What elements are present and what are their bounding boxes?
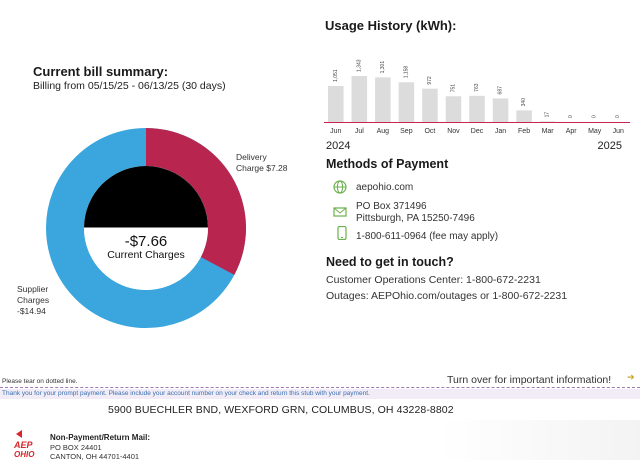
methods-of-payment-title: Methods of Payment bbox=[326, 157, 449, 171]
customer-operations-phone: Customer Operations Center: 1-800-672-22… bbox=[326, 274, 541, 286]
usage-month-label-9: Mar bbox=[542, 128, 555, 135]
usage-value-label-9: 17 bbox=[545, 112, 551, 118]
logo-text-ohio: OHIO bbox=[14, 450, 35, 459]
mail-icon bbox=[333, 207, 347, 217]
return-mail-city: CANTON, OH 44701-4401 bbox=[50, 452, 140, 460]
usage-month-label-12: Jun bbox=[613, 128, 624, 135]
usage-year-end: 2025 bbox=[598, 140, 622, 152]
usage-month-label-7: Jan bbox=[495, 128, 506, 135]
usage-month-label-8: Feb bbox=[518, 128, 530, 135]
usage-bar-7 bbox=[492, 98, 509, 122]
outages-contact: Outages: AEPOhio.com/outages or 1-800-67… bbox=[326, 290, 568, 302]
payment-website-link[interactable]: aepohio.com bbox=[356, 182, 414, 193]
bill-summary-title: Current bill summary: bbox=[33, 64, 169, 79]
usage-month-label-4: Oct bbox=[424, 128, 435, 135]
thanks-message: Thank you for your prompt payment. Pleas… bbox=[2, 390, 370, 397]
current-charges-amount: -$7.66 bbox=[125, 233, 168, 250]
bottom-shade bbox=[440, 420, 640, 460]
usage-value-label-5: 751 bbox=[450, 84, 456, 93]
usage-value-label-12: 0 bbox=[615, 115, 621, 118]
supplier-label-line3: -$14.94 bbox=[17, 306, 46, 316]
usage-bar-0 bbox=[328, 85, 344, 122]
delivery-charge-label: Delivery Charge $7.28 bbox=[236, 152, 288, 174]
usage-bar-3 bbox=[398, 82, 415, 122]
usage-history-title: Usage History (kWh): bbox=[325, 18, 457, 33]
delivery-charge-slice bbox=[146, 128, 246, 275]
turn-over-note: Turn over for important information! bbox=[447, 374, 612, 386]
usage-bar-8 bbox=[516, 110, 532, 122]
usage-bar-9 bbox=[539, 121, 556, 122]
usage-history-chart: 1,051 Jun 1,343 Jul 1,301 Aug 1,158 Sep 972 Oct 75… bbox=[324, 59, 630, 152]
charges-donut-chart: -$7.66 Current Charges bbox=[46, 128, 246, 328]
billing-period: Billing from 05/15/25 - 06/13/25 (30 day… bbox=[33, 80, 226, 92]
usage-value-label-10: 0 bbox=[568, 115, 574, 118]
logo-text-aep: AEP bbox=[13, 440, 34, 450]
usage-month-label-6: Dec bbox=[471, 128, 484, 135]
supplier-label-line1: Supplier bbox=[17, 284, 49, 294]
tear-dotted-line bbox=[0, 387, 640, 388]
usage-value-label-2: 1,301 bbox=[380, 61, 386, 74]
delivery-label-line1: Delivery bbox=[236, 152, 267, 162]
thanks-band bbox=[0, 389, 640, 399]
usage-value-label-8: 340 bbox=[521, 98, 527, 107]
usage-bar-5 bbox=[445, 96, 462, 122]
usage-value-label-11: 0 bbox=[592, 115, 598, 118]
usage-month-label-1: Jul bbox=[355, 128, 364, 135]
payment-po-box: PO Box 371496 bbox=[356, 201, 427, 212]
usage-bar-2 bbox=[375, 77, 391, 122]
contact-title: Need to get in touch? bbox=[326, 255, 454, 269]
usage-bar-1 bbox=[351, 75, 368, 122]
usage-value-label-1: 1,343 bbox=[356, 59, 362, 72]
phone-icon bbox=[337, 226, 347, 240]
return-mail-po-box: PO BOX 24401 bbox=[50, 443, 102, 452]
turn-over-arrow-icon: ➔ bbox=[627, 372, 635, 382]
current-charges-label: Current Charges bbox=[107, 249, 185, 261]
usage-month-label-5: Nov bbox=[447, 128, 460, 135]
supplier-charges-label: Supplier Charges -$14.94 bbox=[17, 284, 49, 317]
delivery-label-line2: Charge $7.28 bbox=[236, 163, 288, 173]
supplier-label-line2: Charges bbox=[17, 295, 50, 305]
usage-value-label-4: 972 bbox=[427, 76, 433, 85]
current-charges-top-half bbox=[84, 166, 208, 228]
payment-phone[interactable]: 1-800-611-0964 (fee may apply) bbox=[356, 231, 499, 242]
globe-icon bbox=[333, 180, 347, 194]
usage-value-label-3: 1,158 bbox=[403, 66, 409, 79]
usage-month-label-0: Jun bbox=[330, 128, 341, 135]
usage-month-label-3: Sep bbox=[400, 128, 413, 135]
aep-ohio-logo: AEP OHIO bbox=[13, 430, 35, 459]
service-address: 5900 BUECHLER BND, WEXFORD GRN, COLUMBUS… bbox=[108, 404, 454, 416]
return-mail-title: Non-Payment/Return Mail: bbox=[50, 433, 151, 442]
usage-month-label-2: Aug bbox=[377, 128, 390, 135]
usage-value-label-7: 687 bbox=[498, 86, 504, 95]
payment-city-line: Pittsburgh, PA 15250-7496 bbox=[356, 213, 475, 224]
usage-month-label-11: May bbox=[588, 128, 602, 135]
tear-note: Please tear on dotted line. bbox=[2, 378, 78, 385]
usage-value-label-0: 1,051 bbox=[333, 69, 339, 82]
usage-year-start: 2024 bbox=[326, 140, 350, 152]
usage-bar-4 bbox=[422, 88, 438, 122]
usage-month-label-10: Apr bbox=[566, 128, 578, 135]
usage-bar-6 bbox=[469, 95, 485, 122]
usage-value-label-6: 763 bbox=[474, 83, 480, 92]
